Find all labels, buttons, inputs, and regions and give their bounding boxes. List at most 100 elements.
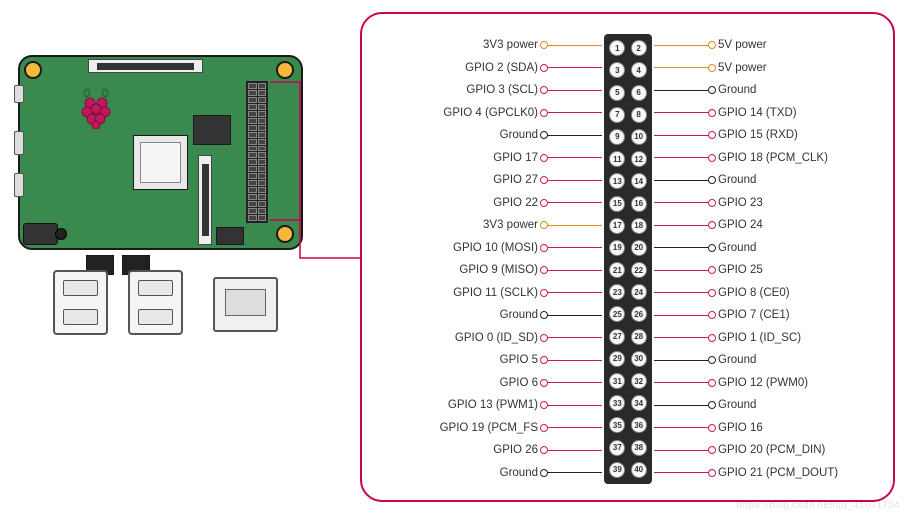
pin-wire-13 bbox=[544, 180, 602, 181]
pin-header-strip: 1234567891011121314151617181920212223242… bbox=[604, 34, 652, 484]
pin-wire-3 bbox=[544, 67, 602, 68]
pin-label-text-20: Ground bbox=[718, 242, 756, 254]
pin-label-text-8: GPIO 14 (TXD) bbox=[718, 107, 797, 119]
pin-label-text-30: Ground bbox=[718, 354, 756, 366]
pin-label-text-16: GPIO 23 bbox=[718, 197, 763, 209]
pin-label-text-29: GPIO 5 bbox=[500, 354, 538, 366]
pin-label-text-17: 3V3 power bbox=[483, 219, 538, 231]
pin-label-12: GPIO 18 (PCM_CLK) bbox=[654, 147, 894, 170]
pin-wire-33 bbox=[544, 405, 602, 406]
pin-13: 13 bbox=[609, 173, 625, 189]
pin-wire-23 bbox=[544, 292, 602, 293]
pin-21: 21 bbox=[609, 262, 625, 278]
pin-14: 14 bbox=[631, 173, 647, 189]
pin-label-text-33: GPIO 13 (PWM1) bbox=[448, 399, 538, 411]
pin-wire-22 bbox=[654, 270, 712, 271]
pin-wire-25 bbox=[544, 315, 602, 316]
pin-23: 23 bbox=[609, 284, 625, 300]
pin-label-text-26: GPIO 7 (CE1) bbox=[718, 309, 790, 321]
pin-8: 8 bbox=[631, 107, 647, 123]
pin-wire-17 bbox=[544, 225, 602, 226]
pin-label-38: GPIO 20 (PCM_DIN) bbox=[654, 439, 894, 462]
pin-3: 3 bbox=[609, 62, 625, 78]
pin-label-26: GPIO 7 (CE1) bbox=[654, 304, 894, 327]
pin-label-15: GPIO 22 bbox=[362, 192, 602, 215]
pin-label-21: GPIO 9 (MISO) bbox=[362, 259, 602, 282]
pin-label-31: GPIO 6 bbox=[362, 372, 602, 395]
pin-wire-21 bbox=[544, 270, 602, 271]
pin-label-37: GPIO 26 bbox=[362, 439, 602, 462]
pin-wire-6 bbox=[654, 90, 712, 91]
pin-wire-20 bbox=[654, 247, 712, 248]
pin-label-text-36: GPIO 16 bbox=[718, 422, 763, 434]
pin-wire-27 bbox=[544, 337, 602, 338]
pin-label-6: Ground bbox=[654, 79, 894, 102]
pin-label-10: GPIO 15 (RXD) bbox=[654, 124, 894, 147]
pin-label-text-19: GPIO 10 (MOSI) bbox=[453, 242, 538, 254]
pin-label-40: GPIO 21 (PCM_DOUT) bbox=[654, 462, 894, 485]
pin-label-text-9: Ground bbox=[500, 129, 538, 141]
pin-wire-37 bbox=[544, 450, 602, 451]
pin-label-text-12: GPIO 18 (PCM_CLK) bbox=[718, 152, 828, 164]
pin-29: 29 bbox=[609, 351, 625, 367]
pin-label-34: Ground bbox=[654, 394, 894, 417]
pin-11: 11 bbox=[609, 151, 625, 167]
pin-wire-10 bbox=[654, 135, 712, 136]
pin-label-36: GPIO 16 bbox=[654, 417, 894, 440]
pin-15: 15 bbox=[609, 196, 625, 212]
pin-wire-38 bbox=[654, 450, 712, 451]
pin-25: 25 bbox=[609, 306, 625, 322]
pin-label-28: GPIO 1 (ID_SC) bbox=[654, 327, 894, 350]
pin-label-22: GPIO 25 bbox=[654, 259, 894, 282]
pin-label-32: GPIO 12 (PWM0) bbox=[654, 372, 894, 395]
pin-label-2: 5V power bbox=[654, 34, 894, 57]
pin-label-33: GPIO 13 (PWM1) bbox=[362, 394, 602, 417]
pin-wire-8 bbox=[654, 112, 712, 113]
pin-12: 12 bbox=[631, 151, 647, 167]
pin-wire-7 bbox=[544, 112, 602, 113]
pin-label-text-18: GPIO 24 bbox=[718, 219, 763, 231]
pin-wire-16 bbox=[654, 202, 712, 203]
pin-label-text-24: GPIO 8 (CE0) bbox=[718, 287, 790, 299]
pin-9: 9 bbox=[609, 129, 625, 145]
pin-label-text-25: Ground bbox=[500, 309, 538, 321]
pin-36: 36 bbox=[631, 417, 647, 433]
pin-label-8: GPIO 14 (TXD) bbox=[654, 102, 894, 125]
pin-label-13: GPIO 27 bbox=[362, 169, 602, 192]
pin-label-20: Ground bbox=[654, 237, 894, 260]
pin-label-11: GPIO 17 bbox=[362, 147, 602, 170]
pin-label-text-10: GPIO 15 (RXD) bbox=[718, 129, 798, 141]
pin-wire-39 bbox=[544, 472, 602, 473]
pin-wire-19 bbox=[544, 247, 602, 248]
pin-18: 18 bbox=[631, 218, 647, 234]
pin-label-text-39: Ground bbox=[500, 467, 538, 479]
pin-10: 10 bbox=[631, 129, 647, 145]
pin-39: 39 bbox=[609, 462, 625, 478]
pin-label-19: GPIO 10 (MOSI) bbox=[362, 237, 602, 260]
pin-38: 38 bbox=[631, 440, 647, 456]
pin-wire-40 bbox=[654, 472, 712, 473]
pin-label-35: GPIO 19 (PCM_FS bbox=[362, 417, 602, 440]
pin-label-7: GPIO 4 (GPCLK0) bbox=[362, 102, 602, 125]
pin-wire-2 bbox=[654, 45, 712, 46]
pin-4: 4 bbox=[631, 62, 647, 78]
pin-label-text-11: GPIO 17 bbox=[493, 152, 538, 164]
pin-35: 35 bbox=[609, 417, 625, 433]
pin-label-30: Ground bbox=[654, 349, 894, 372]
pin-label-14: Ground bbox=[654, 169, 894, 192]
pin-wire-30 bbox=[654, 360, 712, 361]
pin-wire-35 bbox=[544, 427, 602, 428]
pin-label-text-22: GPIO 25 bbox=[718, 264, 763, 276]
pin-label-9: Ground bbox=[362, 124, 602, 147]
pin-label-text-7: GPIO 4 (GPCLK0) bbox=[443, 107, 538, 119]
pin-label-text-6: Ground bbox=[718, 84, 756, 96]
pin-wire-29 bbox=[544, 360, 602, 361]
pin-label-1: 3V3 power bbox=[362, 34, 602, 57]
pin-6: 6 bbox=[631, 85, 647, 101]
pin-2: 2 bbox=[631, 40, 647, 56]
pin-19: 19 bbox=[609, 240, 625, 256]
pin-label-text-31: GPIO 6 bbox=[500, 377, 538, 389]
pin-label-23: GPIO 11 (SCLK) bbox=[362, 282, 602, 305]
pin-22: 22 bbox=[631, 262, 647, 278]
pin-1: 1 bbox=[609, 40, 625, 56]
